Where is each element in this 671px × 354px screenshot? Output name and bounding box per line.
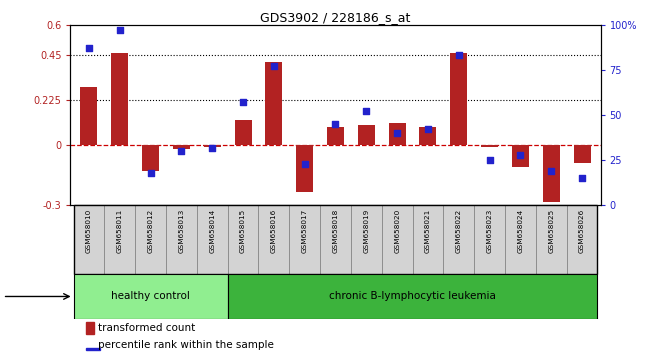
Bar — [474, 205, 505, 274]
Text: GSM658018: GSM658018 — [333, 209, 338, 253]
Bar — [142, 145, 159, 171]
Bar — [235, 120, 252, 145]
Text: GSM658022: GSM658022 — [456, 209, 462, 253]
Bar — [481, 145, 498, 147]
Bar — [413, 205, 444, 274]
Bar — [227, 274, 597, 319]
Point — [299, 161, 310, 167]
Bar — [135, 205, 166, 274]
Text: GSM658010: GSM658010 — [86, 209, 92, 253]
Point — [207, 145, 217, 150]
Text: transformed count: transformed count — [98, 323, 195, 333]
Bar — [74, 205, 105, 274]
Bar — [266, 62, 282, 145]
Bar — [574, 145, 590, 163]
Bar — [419, 127, 436, 145]
Bar — [197, 205, 227, 274]
Point — [114, 27, 125, 33]
Text: GSM658024: GSM658024 — [517, 209, 523, 253]
Bar — [536, 205, 566, 274]
Point — [454, 53, 464, 58]
Text: GSM658026: GSM658026 — [579, 209, 585, 253]
Text: GSM658012: GSM658012 — [148, 209, 154, 253]
Point — [145, 170, 156, 176]
Text: GSM658017: GSM658017 — [302, 209, 308, 253]
Point — [484, 157, 495, 163]
Bar — [166, 205, 197, 274]
Text: GSM658011: GSM658011 — [117, 209, 123, 253]
Bar — [450, 53, 467, 145]
Text: healthy control: healthy control — [111, 291, 190, 302]
Bar — [105, 205, 135, 274]
Point — [546, 168, 557, 174]
Bar — [320, 205, 351, 274]
Bar — [204, 145, 221, 147]
Point — [176, 148, 187, 154]
Point — [392, 130, 403, 136]
Text: GSM658021: GSM658021 — [425, 209, 431, 253]
Bar — [505, 205, 536, 274]
Text: GSM658020: GSM658020 — [394, 209, 400, 253]
Text: GSM658019: GSM658019 — [363, 209, 369, 253]
Title: GDS3902 / 228186_s_at: GDS3902 / 228186_s_at — [260, 11, 411, 24]
Bar — [512, 145, 529, 167]
Text: GSM658023: GSM658023 — [486, 209, 493, 253]
Text: GSM658025: GSM658025 — [548, 209, 554, 253]
Text: GSM658016: GSM658016 — [271, 209, 277, 253]
Point — [515, 152, 526, 158]
Bar — [87, 348, 99, 350]
Point — [423, 127, 433, 132]
Point — [268, 63, 279, 69]
Bar — [258, 205, 289, 274]
Bar — [444, 205, 474, 274]
Bar — [111, 53, 128, 145]
Bar — [351, 205, 382, 274]
Bar — [296, 145, 313, 192]
Bar — [289, 205, 320, 274]
Bar — [74, 274, 227, 319]
Bar — [566, 205, 597, 274]
Text: GSM658015: GSM658015 — [240, 209, 246, 253]
Bar — [543, 145, 560, 202]
Text: chronic B-lymphocytic leukemia: chronic B-lymphocytic leukemia — [329, 291, 496, 302]
Bar — [81, 87, 97, 145]
Bar — [382, 205, 413, 274]
Bar — [227, 205, 258, 274]
Point — [238, 99, 248, 105]
Bar — [389, 123, 405, 145]
Bar — [327, 127, 344, 145]
Bar — [87, 322, 95, 334]
Point — [576, 176, 587, 181]
Bar — [358, 125, 375, 145]
Text: percentile rank within the sample: percentile rank within the sample — [98, 340, 274, 350]
Text: GSM658013: GSM658013 — [178, 209, 185, 253]
Bar — [173, 145, 190, 149]
Text: GSM658014: GSM658014 — [209, 209, 215, 253]
Point — [361, 109, 372, 114]
Point — [330, 121, 341, 127]
Point — [84, 45, 95, 51]
